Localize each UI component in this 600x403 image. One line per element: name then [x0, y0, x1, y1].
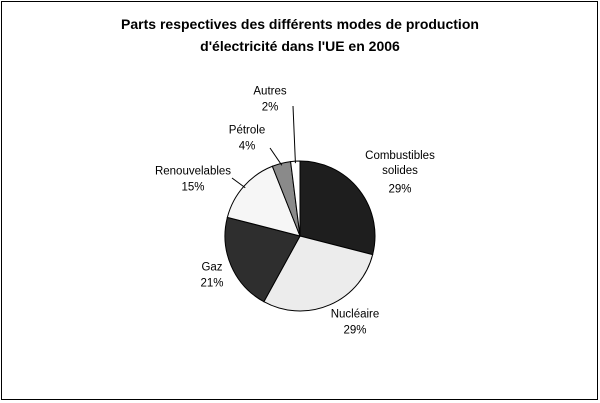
leader-line	[292, 105, 296, 164]
slice-label: Autres	[253, 85, 287, 98]
chart-title: d'électricité dans l'UE en 2006	[200, 38, 400, 54]
leader-line	[231, 177, 246, 189]
slice-label: Renouvelables	[154, 165, 232, 178]
pie-slice	[299, 160, 376, 256]
slice-label: Combustibles solides	[365, 150, 435, 177]
chart-title: Parts respectives des différents modes d…	[121, 16, 479, 32]
value-label: 29%	[343, 324, 367, 337]
value-label: 15%	[181, 181, 205, 194]
value-label: 2%	[261, 101, 279, 114]
pie-slice	[263, 235, 374, 312]
value-label: 21%	[200, 277, 224, 290]
slice-label: Pétrole	[228, 124, 266, 137]
leader-line	[269, 147, 283, 166]
slice-label: Gaz	[201, 261, 223, 274]
pie-slice	[224, 216, 301, 303]
value-label: 4%	[238, 140, 256, 153]
value-label: 29%	[388, 183, 412, 196]
slice-label: Nucléaire	[330, 308, 380, 321]
